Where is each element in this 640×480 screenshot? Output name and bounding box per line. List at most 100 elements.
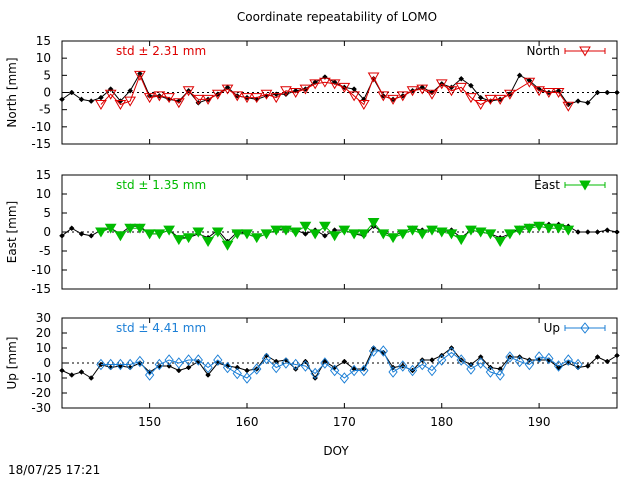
measured-point — [542, 223, 555, 234]
legend-label: North — [526, 44, 560, 58]
measured-point — [192, 227, 205, 238]
y-tick-label: 0 — [43, 86, 51, 100]
measured-point — [523, 77, 536, 88]
reference-point — [575, 229, 581, 235]
measured-point — [504, 89, 516, 100]
measured-point — [241, 229, 253, 240]
measured-point — [494, 237, 507, 247]
x-tick-label: 180 — [430, 415, 453, 429]
reference-point — [78, 231, 85, 237]
std-label: std ± 4.41 mm — [116, 321, 206, 335]
measured-point — [202, 94, 214, 105]
measured-point — [406, 225, 419, 236]
measured-point — [465, 225, 477, 236]
y-axis-label: Up [mm] — [5, 337, 19, 390]
y-tick-label: 5 — [43, 68, 51, 82]
measured-point — [504, 229, 516, 240]
measured-point — [553, 360, 564, 372]
reference-point — [614, 352, 620, 359]
measured-point — [163, 93, 175, 104]
measured-point — [563, 354, 573, 366]
y-tick-label: 5 — [43, 206, 51, 220]
reference-point — [584, 99, 591, 106]
measured-point — [533, 221, 545, 232]
measured-point — [349, 364, 359, 377]
reference-point — [68, 372, 75, 378]
measured-point — [134, 223, 146, 234]
x-axis-label: DOY — [323, 444, 349, 458]
measured-point — [115, 358, 126, 371]
measured-point — [135, 355, 145, 368]
measured-point — [445, 86, 458, 97]
y-tick-label: -15 — [31, 137, 51, 151]
measured-point — [143, 93, 156, 104]
measured-point — [163, 225, 175, 236]
panel-east: -15 -10 -5 0 5 10 15 East [mm] std ± 1.35 mm East — [5, 168, 620, 296]
y-tick-label: -5 — [39, 103, 51, 117]
measured-point — [387, 233, 399, 244]
measured-point — [534, 351, 544, 363]
reference-point — [341, 358, 348, 365]
reference-point — [175, 367, 182, 374]
measured-point — [124, 96, 137, 107]
measured-point — [125, 358, 135, 371]
reference-point — [584, 363, 591, 369]
measured-point — [406, 86, 419, 97]
measured-point — [232, 367, 242, 380]
measured-point — [544, 352, 554, 365]
measured-point — [260, 229, 273, 240]
y-tick-label: -15 — [31, 282, 51, 296]
measured-point — [193, 354, 203, 366]
measured-point — [143, 229, 156, 240]
y-tick-label: -30 — [31, 401, 51, 415]
timestamp: 18/07/25 17:21 — [8, 463, 100, 477]
measured-point — [377, 229, 390, 240]
measured-point — [417, 358, 427, 371]
measured-point — [465, 93, 477, 104]
reference-point — [458, 75, 465, 82]
reference-point — [68, 89, 75, 96]
measured-point — [95, 227, 107, 238]
reference-point — [88, 98, 95, 104]
legend-marker — [579, 180, 591, 191]
measured-point — [192, 94, 205, 105]
measured-point — [387, 94, 399, 105]
y-tick-label: -5 — [39, 244, 51, 258]
y-tick-label: -10 — [31, 120, 51, 134]
measured-point — [309, 229, 322, 240]
y-tick-label: 15 — [36, 168, 51, 182]
measured-point — [270, 225, 283, 236]
reference-series-line — [61, 347, 618, 379]
measured-point — [456, 354, 466, 366]
reference-point — [584, 229, 591, 235]
measured-point — [398, 360, 408, 372]
reference-point — [594, 89, 601, 96]
x-tick-label: 190 — [528, 415, 551, 429]
measured-point — [435, 227, 448, 238]
reference-point — [322, 232, 328, 239]
measured-point — [328, 79, 341, 90]
reference-point — [68, 225, 75, 232]
measured-point — [562, 101, 575, 112]
measured-point — [474, 100, 487, 111]
y-tick-label: 0 — [43, 225, 51, 239]
measured-point — [494, 94, 507, 105]
chart-panels: -15 -10 -5 0 5 10 15 North [mm] std ± 2.31 mm Nor… — [5, 34, 620, 429]
reference-point — [312, 79, 319, 86]
reference-point — [536, 86, 542, 92]
measured-point — [270, 93, 283, 104]
measured-point — [211, 227, 224, 238]
measured-point — [377, 91, 390, 102]
measured-point — [213, 354, 223, 366]
measured-point — [104, 223, 117, 234]
measured-point — [357, 100, 370, 111]
reference-point — [477, 354, 484, 360]
measured-point — [172, 235, 185, 246]
measured-point — [357, 229, 370, 240]
measured-point — [446, 346, 457, 359]
measured-point — [289, 88, 302, 98]
measured-point — [221, 240, 234, 251]
reference-point — [234, 364, 241, 371]
y-tick-label: 20 — [36, 326, 51, 340]
reference-point — [497, 366, 504, 372]
